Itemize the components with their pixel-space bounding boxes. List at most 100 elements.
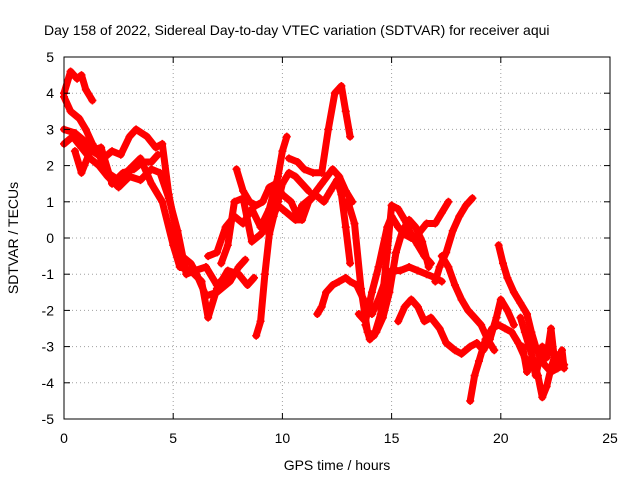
data-point (169, 241, 178, 250)
data-point (258, 197, 267, 206)
data-point (293, 212, 302, 221)
y-tick-label: -3 (42, 339, 55, 355)
data-point (365, 335, 374, 344)
data-point (293, 157, 302, 166)
data-point (442, 248, 451, 257)
data-point (461, 201, 470, 210)
data-point (437, 208, 446, 217)
data-point (387, 201, 396, 210)
data-point (138, 157, 147, 166)
series-line (466, 321, 529, 405)
data-point (448, 226, 457, 235)
data-point (212, 288, 221, 297)
x-tick-labels: 0 5 10 15 20 25 (60, 430, 618, 446)
series-arc-8 (232, 165, 357, 221)
data-point (378, 313, 387, 322)
data-point (346, 132, 355, 141)
data-point (173, 226, 182, 235)
chart-title: Day 158 of 2022, Sidereal Day-to-day VTE… (44, 22, 550, 38)
data-point (385, 288, 394, 297)
data-point (313, 310, 322, 319)
data-point (470, 371, 479, 380)
data-point (405, 215, 414, 224)
series-line (60, 68, 96, 104)
data-point (66, 107, 75, 116)
data-point (81, 85, 90, 94)
data-point (201, 291, 210, 300)
data-point (234, 262, 243, 271)
data-point (142, 132, 151, 141)
data-point (341, 223, 350, 232)
data-point (66, 67, 75, 76)
data-point (413, 266, 422, 275)
data-point (466, 396, 475, 405)
y-tick-labels: -5 -4 -3 -2 -1 0 1 2 3 4 5 (42, 49, 55, 427)
data-point (284, 168, 293, 177)
y-tick-label: 1 (46, 194, 54, 210)
data-point (394, 317, 403, 326)
data-point (431, 219, 440, 228)
data-point (503, 273, 512, 282)
data-point (201, 262, 210, 271)
data-point (298, 215, 307, 224)
data-point (372, 328, 381, 337)
series-arc-10 (252, 168, 313, 340)
data-point (186, 259, 195, 268)
data-point (304, 186, 313, 195)
data-point (158, 197, 167, 206)
data-point (422, 270, 431, 279)
data-point (350, 219, 359, 228)
data-point (341, 273, 350, 282)
x-tick-label: 0 (60, 430, 68, 446)
data-point (527, 353, 536, 362)
data-point (551, 364, 560, 373)
data-point (450, 346, 459, 355)
data-point (557, 346, 566, 355)
data-point (507, 328, 516, 337)
data-point (442, 338, 451, 347)
data-point (450, 281, 459, 290)
data-point (223, 270, 232, 279)
data-point (503, 306, 512, 315)
data-point (472, 338, 481, 347)
data-point (457, 349, 466, 358)
data-point (492, 313, 501, 322)
data-point (94, 161, 103, 170)
data-point (125, 132, 134, 141)
data-point (326, 186, 335, 195)
data-point (73, 74, 82, 83)
data-point (361, 320, 370, 329)
data-point (260, 270, 269, 279)
data-point (516, 313, 525, 322)
data-point (396, 266, 405, 275)
data-point (256, 230, 265, 239)
data-point (466, 342, 475, 351)
data-point (287, 197, 296, 206)
data-point (407, 295, 416, 304)
data-point (317, 168, 326, 177)
y-axis-label: SDTVAR / TECUs (5, 182, 21, 294)
data-point (509, 320, 518, 329)
x-tick-label: 5 (169, 430, 177, 446)
data-point (407, 234, 416, 242)
series-arc-17 (431, 194, 477, 286)
data-point (435, 324, 444, 333)
data-point (488, 324, 497, 333)
data-point (516, 299, 525, 308)
data-point (282, 208, 291, 217)
data-point (509, 288, 518, 297)
data-point (77, 71, 86, 80)
data-point (97, 143, 106, 152)
data-point (108, 147, 117, 156)
data-point (335, 277, 344, 286)
data-point (317, 302, 326, 311)
data-point (77, 168, 86, 177)
series-line (60, 125, 249, 300)
data-point (398, 226, 407, 235)
data-point (156, 168, 165, 177)
data-point (81, 125, 90, 134)
data-point (250, 273, 259, 282)
data-point (328, 281, 337, 290)
data-point (212, 281, 221, 290)
data-point (457, 295, 466, 304)
